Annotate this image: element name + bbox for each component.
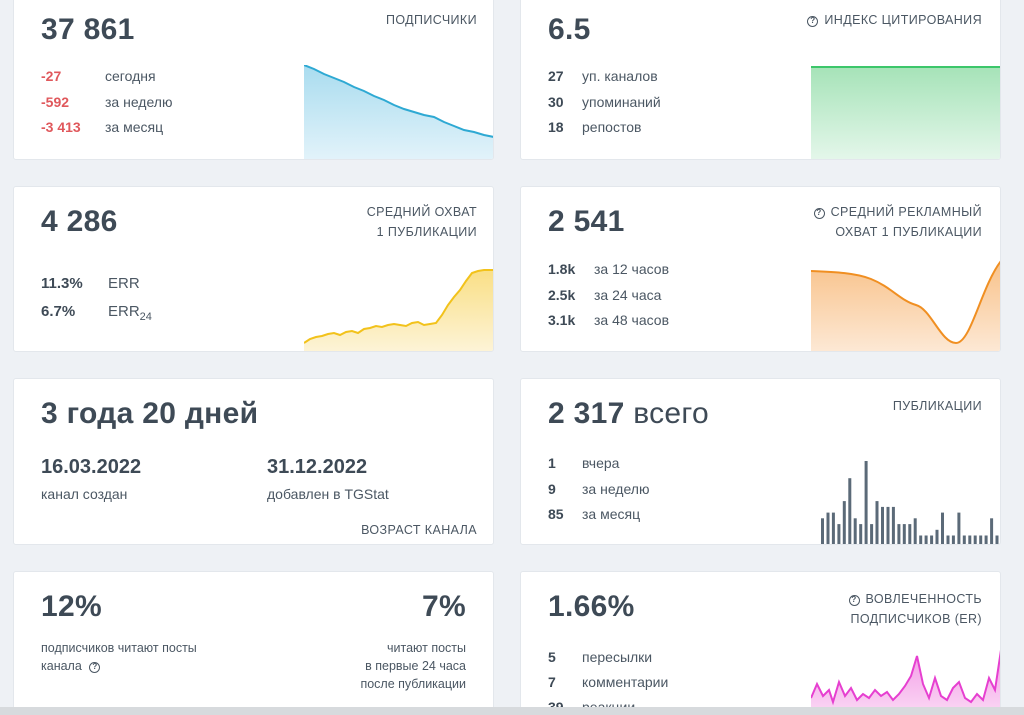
publications-label: ПУБЛИКАЦИИ	[892, 399, 982, 413]
publications-bar	[897, 524, 901, 544]
publications-value: 2 317 всего	[548, 397, 709, 430]
publications-bar	[886, 506, 890, 544]
reach-row-err: 11.3% ERR	[41, 275, 140, 292]
channel-age-label: ВОЗРАСТ КАНАЛА	[361, 523, 477, 537]
publications-bar	[941, 512, 944, 544]
question-circle-icon[interactable]: ?	[89, 662, 101, 673]
publications-bar	[859, 524, 863, 544]
added-text: добавлен в TGStat	[267, 486, 389, 502]
ad-reach-row-12h: 1.8k за 12 часов	[548, 261, 670, 277]
publications-bar	[962, 535, 966, 544]
question-circle-icon[interactable]: ?	[848, 595, 860, 606]
ad-reach-row-48h: 3.1k за 48 часов	[548, 312, 670, 328]
ad-reach-value: 2 541	[548, 205, 625, 238]
readers-left-text: подписчиков читают посты канала ?	[41, 641, 197, 673]
publications-bar	[946, 535, 950, 544]
publications-bar	[902, 524, 906, 544]
publications-bar	[881, 506, 884, 544]
ad-reach-card: 2 541 ? СРЕДНИЙ РЕКЛАМНЫЙ ОХВАТ 1 ПУБЛИКА…	[520, 186, 1001, 352]
publications-bar	[973, 535, 977, 544]
publications-bar	[908, 524, 912, 544]
subscribers-row-today: -27 сегодня	[41, 68, 156, 84]
publications-bar	[957, 512, 961, 544]
subscribers-card: 37 861 ПОДПИСЧИКИ -27 сегодня -592 за неде…	[13, 0, 494, 160]
window-bottom-edge	[0, 707, 1024, 715]
readers-card: 12% подписчиков читают посты канала ? 7%…	[13, 571, 494, 715]
citation-row-channels: 27 уп. каналов	[548, 68, 658, 84]
publications-bar	[984, 535, 988, 544]
publications-bar	[842, 501, 846, 544]
subscribers-label: ПОДПИСЧИКИ	[385, 13, 477, 27]
channel-age-card: 3 года 20 дней 16.03.2022 канал создан 3…	[13, 378, 494, 545]
citation-label[interactable]: ? ИНДЕКС ЦИТИРОВАНИЯ	[807, 10, 982, 30]
publications-row-month: 85 за месяц	[548, 506, 641, 522]
publications-bar	[831, 512, 835, 544]
publications-bar	[995, 535, 999, 544]
publications-bar	[821, 518, 824, 544]
readers-right-value: 7%	[422, 590, 466, 623]
reach-trend-chart	[304, 269, 493, 351]
publications-bar	[891, 506, 895, 544]
publications-row-week: 9 за неделю	[548, 481, 650, 497]
ad-reach-label[interactable]: ? СРЕДНИЙ РЕКЛАМНЫЙ ОХВАТ 1 ПУБЛИКАЦИИ	[813, 202, 982, 242]
publications-bar	[875, 501, 879, 544]
citation-value: 6.5	[548, 13, 591, 46]
reach-value: 4 286	[41, 205, 118, 238]
citation-row-reposts: 18 репостов	[548, 119, 642, 135]
engagement-value: 1.66%	[548, 590, 635, 623]
question-circle-icon[interactable]: ?	[813, 208, 825, 219]
publications-bar	[848, 478, 852, 544]
publications-row-yesterday: 1 вчера	[548, 455, 620, 471]
ad-reach-row-24h: 2.5k за 24 часа	[548, 287, 662, 303]
publications-bar	[837, 524, 841, 544]
readers-left-value: 12%	[41, 590, 102, 623]
engagement-row-comments: 7 комментарии	[548, 674, 669, 690]
engagement-label[interactable]: ? ВОВЛЕЧЕННОСТЬ ПОДПИСЧИКОВ (ER)	[848, 592, 982, 626]
publications-bar	[924, 535, 928, 544]
publications-bar	[913, 518, 917, 544]
publications-bar	[990, 518, 994, 544]
citation-card: 6.5 ? ИНДЕКС ЦИТИРОВАНИЯ 27 уп. каналов 30…	[520, 0, 1001, 160]
publications-bar	[919, 535, 923, 544]
citation-row-mentions: 30 упоминаний	[548, 94, 661, 110]
engagement-row-forwards: 5 пересылки	[548, 649, 653, 665]
readers-right-text: читают посты в первые 24 часа после публ…	[360, 641, 466, 691]
publications-bar	[935, 529, 939, 544]
added-date: 31.12.2022	[267, 456, 368, 478]
question-circle-icon[interactable]: ?	[807, 16, 819, 27]
publications-bar-chart	[821, 461, 999, 544]
engagement-trend-chart	[811, 649, 1000, 715]
publications-card: 2 317 всего ПУБЛИКАЦИИ 1 вчера 9 за неделю…	[520, 378, 1001, 545]
created-date: 16.03.2022	[41, 456, 142, 478]
publications-bar	[864, 461, 868, 544]
subscribers-row-month: -3 413 за месяц	[41, 119, 164, 135]
reach-card: 4 286 СРЕДНИЙ ОХВАТ 1 ПУБЛИКАЦИИ 11.3% ERR…	[13, 186, 494, 352]
created-text: канал создан	[41, 486, 128, 502]
reach-label: СРЕДНИЙ ОХВАТ 1 ПУБЛИКАЦИИ	[366, 205, 477, 239]
citation-trend-chart	[811, 66, 1000, 159]
channel-age-value: 3 года 20 дней	[41, 397, 259, 430]
publications-bar	[853, 518, 857, 544]
subscribers-trend-chart	[304, 65, 493, 159]
publications-bar	[951, 535, 955, 544]
ad-reach-trend-chart	[811, 260, 1000, 351]
reach-row-err24: 6.7% ERR24	[41, 303, 152, 323]
publications-bar	[930, 535, 934, 544]
subscribers-row-week: -592 за неделю	[41, 94, 173, 110]
subscribers-value: 37 861	[41, 13, 135, 46]
publications-bar	[826, 512, 830, 544]
publications-bar	[968, 535, 972, 544]
publications-bar	[979, 535, 983, 544]
publications-bar	[870, 524, 874, 544]
